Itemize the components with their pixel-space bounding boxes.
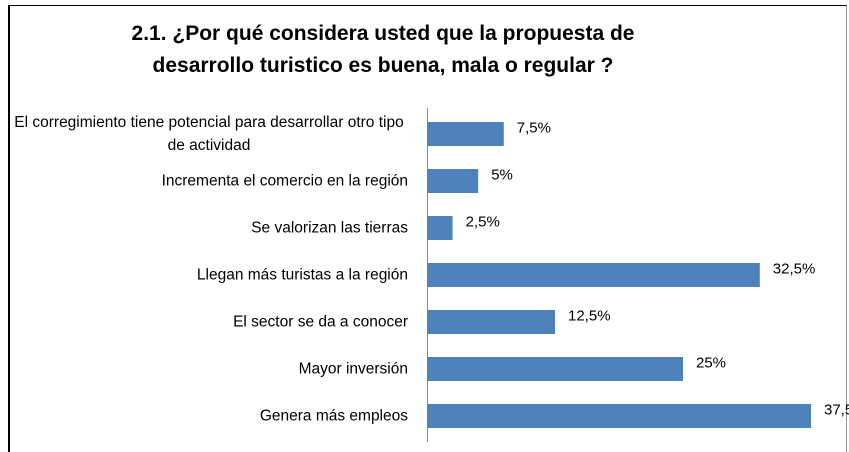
value-label: 12,5%	[568, 307, 611, 325]
value-label: 7,5%	[516, 119, 551, 137]
category-label: Llegan más turistas a la región	[196, 266, 408, 284]
bar	[427, 216, 453, 240]
bar	[427, 310, 555, 334]
bar	[427, 263, 760, 287]
category-label: Mayor inversión	[298, 360, 408, 378]
value-label: 32,5%	[772, 260, 816, 278]
chart-title: 2.1. ¿Por qué considera usted que la pro…	[131, 22, 635, 77]
category-label: Se valorizan las tierras	[251, 219, 408, 237]
value-label: 37,5%	[824, 401, 849, 419]
value-label: 2,5%	[465, 213, 500, 231]
category-label: Incrementa el comercio en la región	[161, 172, 408, 190]
category-label: Genera más empleos	[259, 407, 408, 425]
category-label: El sector se da a conocer	[233, 313, 408, 331]
frame-border	[8, 5, 847, 452]
bar	[427, 122, 504, 146]
bar	[427, 404, 811, 428]
category-label: El corregimiento tiene potencial para de…	[14, 114, 404, 154]
bar	[427, 357, 683, 381]
value-label: 5%	[491, 166, 513, 184]
value-label: 25%	[696, 354, 727, 372]
bar	[427, 169, 479, 193]
